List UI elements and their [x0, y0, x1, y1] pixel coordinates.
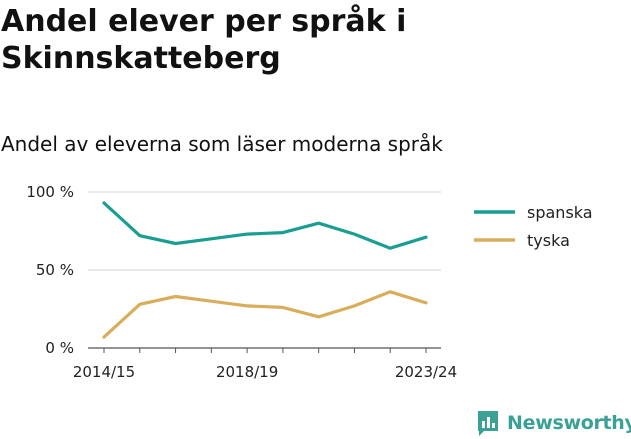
- y-tick-label: 100 %: [26, 183, 74, 201]
- series-line-tyska: [102, 290, 428, 339]
- brand-logo: Newsworthy: [476, 409, 631, 437]
- series-line-spanska: [102, 201, 428, 250]
- brand-name: Newsworthy: [507, 412, 631, 434]
- newsworthy-logo-icon: [478, 411, 498, 436]
- legend-label-spanska: spanska: [527, 203, 593, 222]
- x-tick-label: 2014/15: [73, 363, 135, 381]
- y-tick-label: 0 %: [45, 339, 74, 357]
- y-tick-label: 50 %: [36, 261, 74, 279]
- x-tick-label: 2023/24: [395, 363, 457, 381]
- x-tick-label: 2018/19: [216, 363, 278, 381]
- chart-title: Andel elever per språk i Skinnskatteberg: [1, 4, 407, 76]
- chart-subtitle: Andel av eleverna som läser moderna språ…: [1, 132, 443, 156]
- legend-label-tyska: tyska: [527, 231, 570, 250]
